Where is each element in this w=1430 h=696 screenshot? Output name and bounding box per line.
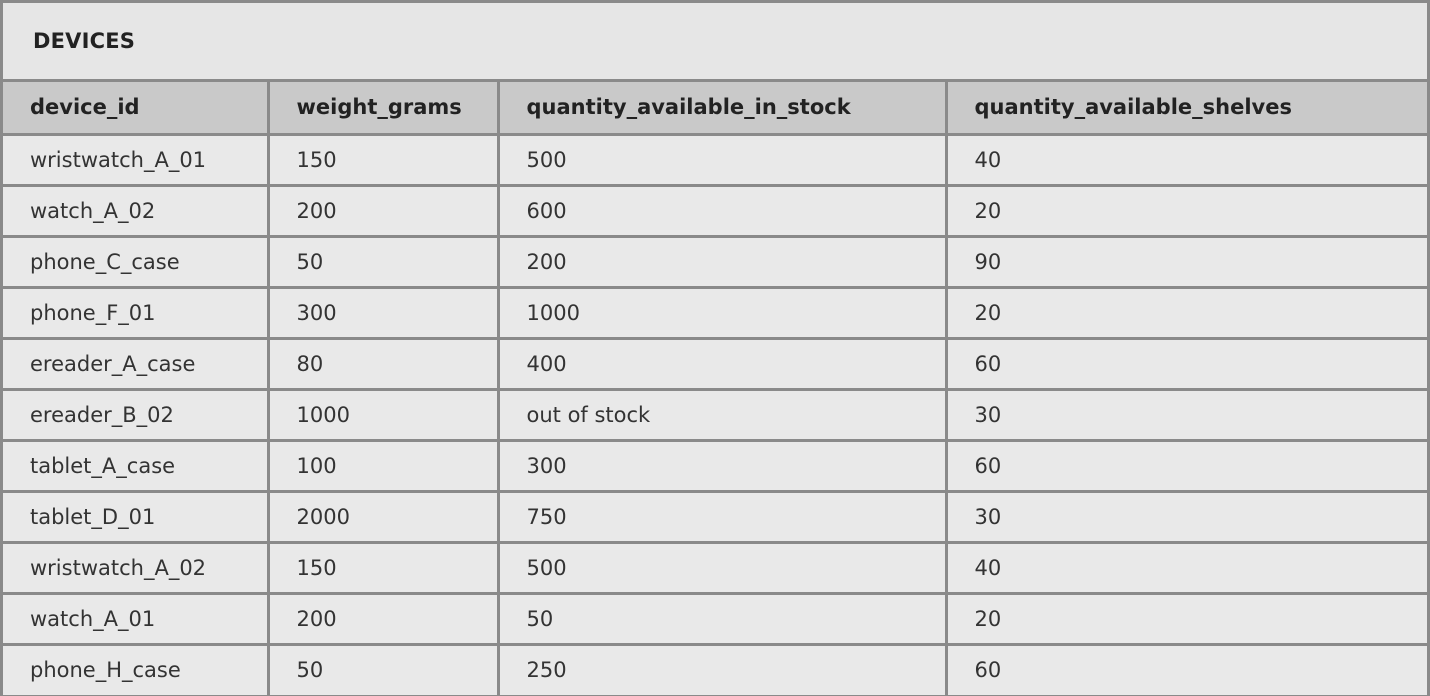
weight-grams-cell: 150 [266, 132, 500, 187]
table-row: wristwatch_A_02 150 500 40 [3, 540, 1427, 595]
quantity-shelves-cell: 40 [944, 540, 1427, 595]
weight-grams-cell: 50 [266, 234, 500, 289]
device-id-cell: watch_A_01 [3, 591, 270, 646]
quantity-shelves-cell: 30 [944, 489, 1427, 544]
device-id-cell: tablet_D_01 [3, 489, 270, 544]
quantity-in-stock-cell: 500 [496, 540, 948, 595]
quantity-shelves-cell: 60 [944, 642, 1427, 695]
device-id-cell: ereader_B_02 [3, 387, 270, 442]
table-title-bar: DEVICES [3, 3, 1427, 82]
quantity-shelves-cell: 30 [944, 387, 1427, 442]
weight-grams-cell: 1000 [266, 387, 500, 442]
quantity-shelves-cell: 60 [944, 438, 1427, 493]
table-row: ereader_B_02 1000 out of stock 30 [3, 387, 1427, 442]
quantity-in-stock-cell: 500 [496, 132, 948, 187]
column-header-quantity-available-shelves: quantity_available_shelves [944, 82, 1427, 136]
quantity-in-stock-cell: 200 [496, 234, 948, 289]
quantity-in-stock-cell: 600 [496, 183, 948, 238]
quantity-in-stock-cell: 50 [496, 591, 948, 646]
weight-grams-cell: 100 [266, 438, 500, 493]
quantity-shelves-cell: 20 [944, 285, 1427, 340]
device-id-cell: watch_A_02 [3, 183, 270, 238]
weight-grams-cell: 80 [266, 336, 500, 391]
device-id-cell: phone_C_case [3, 234, 270, 289]
table-row: tablet_A_case 100 300 60 [3, 438, 1427, 493]
quantity-in-stock-cell: 750 [496, 489, 948, 544]
quantity-in-stock-cell: 250 [496, 642, 948, 695]
table-row: phone_F_01 300 1000 20 [3, 285, 1427, 340]
table-header-row: device_id weight_grams quantity_availabl… [3, 82, 1427, 136]
quantity-in-stock-cell: 400 [496, 336, 948, 391]
weight-grams-cell: 50 [266, 642, 500, 695]
table-row: phone_C_case 50 200 90 [3, 234, 1427, 289]
quantity-shelves-cell: 20 [944, 183, 1427, 238]
column-header-device-id: device_id [3, 82, 270, 136]
table-title: DEVICES [33, 29, 136, 53]
table-row: tablet_D_01 2000 750 30 [3, 489, 1427, 544]
quantity-shelves-cell: 20 [944, 591, 1427, 646]
weight-grams-cell: 300 [266, 285, 500, 340]
device-id-cell: phone_F_01 [3, 285, 270, 340]
quantity-in-stock-cell: 300 [496, 438, 948, 493]
table-row: watch_A_02 200 600 20 [3, 183, 1427, 238]
column-header-quantity-available-in-stock: quantity_available_in_stock [496, 82, 948, 136]
quantity-shelves-cell: 40 [944, 132, 1427, 187]
quantity-in-stock-cell: 1000 [496, 285, 948, 340]
weight-grams-cell: 2000 [266, 489, 500, 544]
quantity-shelves-cell: 90 [944, 234, 1427, 289]
devices-table: device_id weight_grams quantity_availabl… [3, 82, 1427, 695]
table-body: wristwatch_A_01 150 500 40 watch_A_02 200 600 2… [3, 132, 1427, 695]
table-row: wristwatch_A_01 150 500 40 [3, 132, 1427, 187]
table-row: phone_H_case 50 250 60 [3, 642, 1427, 695]
device-id-cell: tablet_A_case [3, 438, 270, 493]
quantity-shelves-cell: 60 [944, 336, 1427, 391]
device-id-cell: wristwatch_A_02 [3, 540, 270, 595]
device-id-cell: wristwatch_A_01 [3, 132, 270, 187]
table-row: watch_A_01 200 50 20 [3, 591, 1427, 646]
column-header-weight-grams: weight_grams [266, 82, 500, 136]
device-id-cell: phone_H_case [3, 642, 270, 695]
weight-grams-cell: 200 [266, 183, 500, 238]
device-id-cell: ereader_A_case [3, 336, 270, 391]
quantity-in-stock-cell: out of stock [496, 387, 948, 442]
table-row: ereader_A_case 80 400 60 [3, 336, 1427, 391]
weight-grams-cell: 150 [266, 540, 500, 595]
weight-grams-cell: 200 [266, 591, 500, 646]
